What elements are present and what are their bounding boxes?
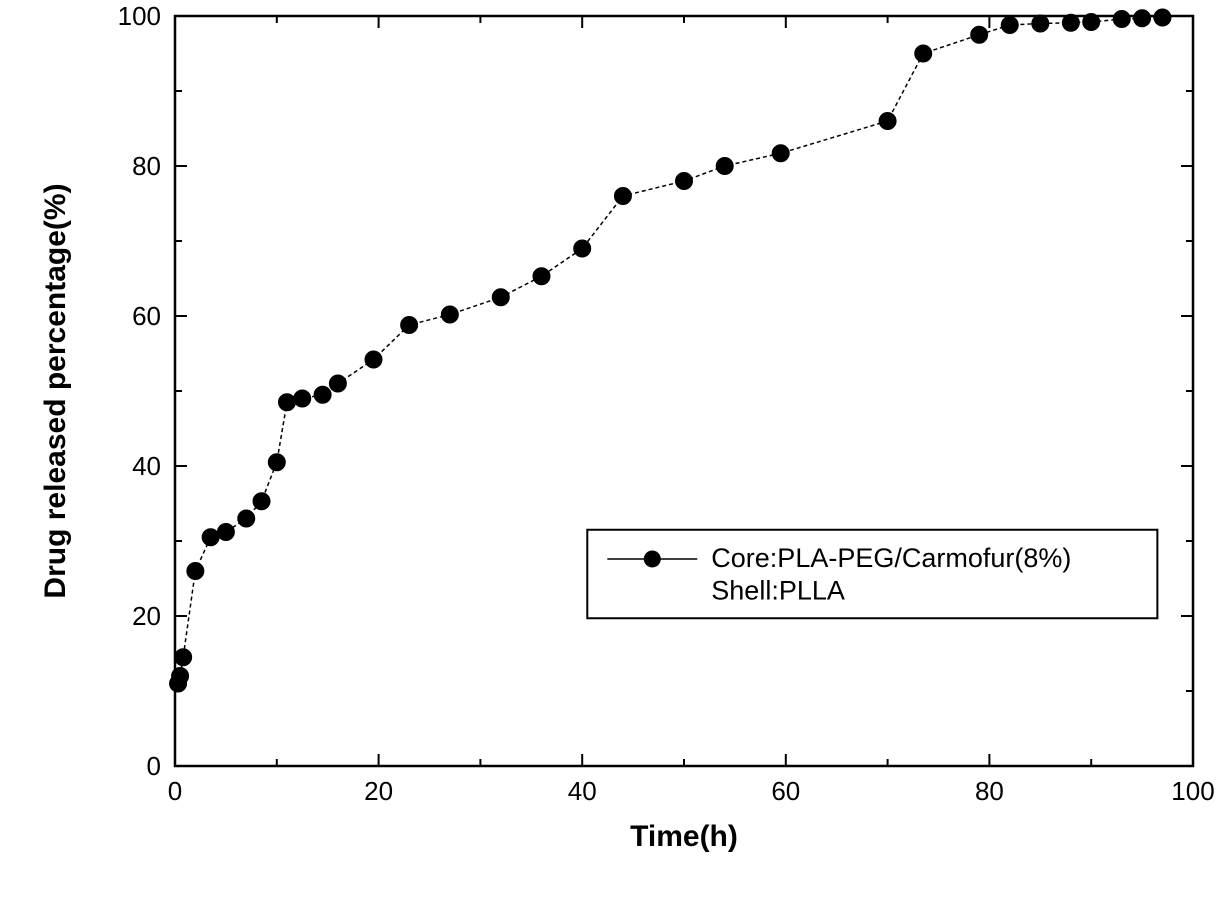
series-marker xyxy=(187,563,204,580)
y-tick-label: 100 xyxy=(118,1,161,31)
series-marker xyxy=(879,113,896,130)
series-marker xyxy=(217,524,234,541)
series-marker xyxy=(1001,17,1018,34)
series-marker xyxy=(314,386,331,403)
y-axis-label: Drug released percentage(%) xyxy=(39,183,72,598)
series-marker xyxy=(1113,11,1130,28)
series-marker xyxy=(401,317,418,334)
series-marker xyxy=(175,649,192,666)
x-axis-label: Time(h) xyxy=(630,820,738,853)
chart-bg xyxy=(0,0,1221,904)
y-tick-label: 20 xyxy=(132,601,161,631)
series-marker xyxy=(238,510,255,527)
series-marker xyxy=(1062,14,1079,31)
x-tick-label: 80 xyxy=(975,776,1004,806)
y-tick-label: 40 xyxy=(132,451,161,481)
series-marker xyxy=(614,188,631,205)
series-marker xyxy=(574,240,591,257)
series-marker xyxy=(202,529,219,546)
chart-container: 0 20 40 60 80 100 Time(h) 0 20 40 60 80 100 Drug rele… xyxy=(0,0,1221,904)
chart-svg: 0 20 40 60 80 100 Time(h) 0 20 40 60 80 100 Drug rele… xyxy=(0,0,1221,904)
series-marker xyxy=(533,268,550,285)
y-tick-label: 80 xyxy=(132,151,161,181)
series-marker xyxy=(676,173,693,190)
x-tick-label: 20 xyxy=(364,776,393,806)
series-marker xyxy=(1154,9,1171,26)
series-marker xyxy=(253,493,270,510)
series-marker xyxy=(1134,10,1151,27)
legend-sample-marker xyxy=(644,550,661,567)
series-marker xyxy=(492,289,509,306)
series-marker xyxy=(716,158,733,175)
legend-line1: Core:PLA-PEG/Carmofur(8%) xyxy=(711,543,1071,573)
x-tick-label: 100 xyxy=(1171,776,1214,806)
x-tick-label: 60 xyxy=(771,776,800,806)
series-marker xyxy=(1032,15,1049,32)
series-marker xyxy=(1083,14,1100,31)
series-marker xyxy=(915,45,932,62)
series-marker xyxy=(294,390,311,407)
series-marker xyxy=(278,394,295,411)
series-marker xyxy=(971,26,988,43)
x-tick-label: 40 xyxy=(568,776,597,806)
y-tick-label: 60 xyxy=(132,301,161,331)
x-tick-label: 0 xyxy=(168,776,182,806)
y-tick-label: 0 xyxy=(147,751,161,781)
series-marker xyxy=(772,145,789,162)
legend-line2: Shell:PLLA xyxy=(711,575,845,605)
series-marker xyxy=(441,306,458,323)
series-marker xyxy=(365,351,382,368)
series-marker xyxy=(329,375,346,392)
series-marker xyxy=(172,668,189,685)
series-marker xyxy=(268,454,285,471)
